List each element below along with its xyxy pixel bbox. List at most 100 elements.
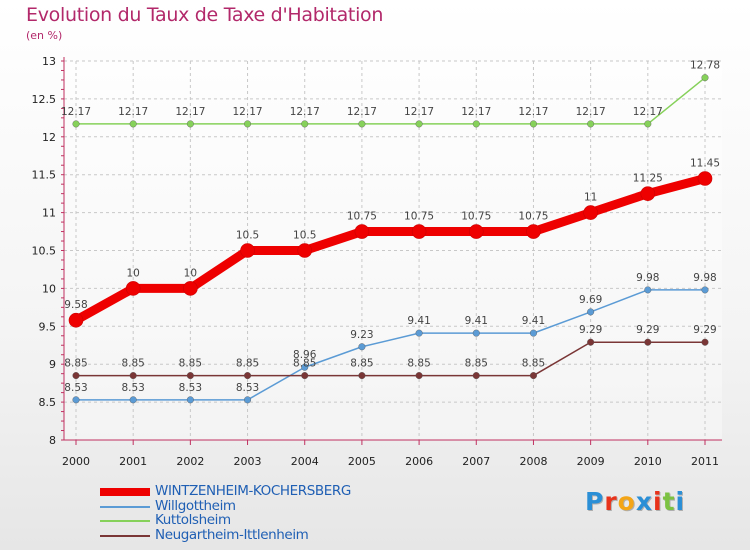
data-point xyxy=(526,224,541,239)
data-point xyxy=(583,205,598,220)
y-tick-label: 8 xyxy=(49,434,56,447)
legend-swatch xyxy=(100,520,150,523)
x-tick-label: 2011 xyxy=(691,455,719,468)
x-tick-label: 2000 xyxy=(62,455,90,468)
data-label: 10.5 xyxy=(236,230,259,242)
data-point xyxy=(587,338,595,346)
x-tick-label: 2010 xyxy=(634,455,662,468)
data-label: 8.96 xyxy=(293,349,317,361)
data-label: 9.98 xyxy=(636,272,659,284)
data-point xyxy=(301,363,309,371)
legend-label: Kuttolsheim xyxy=(155,512,231,528)
x-tick-label: 2003 xyxy=(234,455,262,468)
data-label: 8.53 xyxy=(236,382,259,394)
data-point xyxy=(472,372,480,380)
data-point xyxy=(358,343,366,351)
legend-swatch xyxy=(100,534,150,537)
data-label: 8.85 xyxy=(522,358,545,370)
y-tick-label: 12.5 xyxy=(32,93,57,106)
x-tick-label: 2006 xyxy=(405,455,433,468)
data-label: 8.53 xyxy=(64,382,87,394)
proxiti-logo: Proxiti xyxy=(585,487,685,516)
data-label: 9.41 xyxy=(407,315,430,327)
x-tick-label: 2002 xyxy=(176,455,204,468)
data-point xyxy=(72,372,80,380)
y-tick-label: 10.5 xyxy=(32,245,57,258)
logo-letter: r xyxy=(604,487,618,516)
y-tick-label: 12 xyxy=(42,131,56,144)
data-point xyxy=(701,338,709,346)
logo-letter: i xyxy=(653,487,663,516)
data-label: 10.75 xyxy=(404,211,434,223)
data-label: 12.17 xyxy=(576,106,606,118)
data-label: 9.29 xyxy=(579,324,602,336)
data-label: 11 xyxy=(584,192,597,204)
data-point xyxy=(472,329,480,337)
data-label: 9.41 xyxy=(465,315,488,327)
data-point xyxy=(701,74,709,82)
y-tick-label: 9 xyxy=(49,358,56,371)
data-label: 8.85 xyxy=(465,358,488,370)
data-point xyxy=(240,243,255,258)
data-label: 12.17 xyxy=(518,106,548,118)
data-point xyxy=(697,171,713,186)
legend-label: Willgottheim xyxy=(155,497,236,514)
x-tick-label: 2009 xyxy=(577,455,605,468)
data-label: 9.58 xyxy=(64,299,87,311)
data-point xyxy=(358,372,366,380)
logo-letter: o xyxy=(617,487,636,516)
data-label: 12.17 xyxy=(233,106,263,118)
data-label: 12.17 xyxy=(633,106,663,118)
legend-swatch xyxy=(100,505,150,508)
series-line-wintzenheim-kochersberg xyxy=(71,173,710,325)
data-point xyxy=(186,120,194,128)
data-point xyxy=(468,224,484,239)
legend-label: Neugartheim-Ittlenheim xyxy=(155,526,309,543)
data-label: 8.53 xyxy=(121,382,144,394)
data-label: 10.75 xyxy=(518,211,548,223)
series-line-kuttolsheim xyxy=(75,76,706,125)
data-point xyxy=(415,120,423,128)
y-tick-label: 9.5 xyxy=(39,320,57,333)
data-point xyxy=(644,120,652,128)
data-point xyxy=(472,120,480,128)
series-line-neugartheim-ittlenheim xyxy=(75,341,706,377)
x-tick-label: 2008 xyxy=(519,455,547,468)
data-point xyxy=(415,329,423,337)
grid-lines xyxy=(64,60,722,441)
x-tick-label: 2004 xyxy=(291,455,319,468)
logo-letter: i xyxy=(675,487,686,516)
x-tick-label: 2005 xyxy=(348,455,376,468)
data-point xyxy=(129,396,137,404)
data-point xyxy=(354,224,370,239)
data-label: 12.17 xyxy=(461,106,491,118)
data-point xyxy=(186,372,194,380)
data-point xyxy=(297,243,313,258)
data-label: 9.29 xyxy=(636,324,659,336)
data-label: 8.85 xyxy=(236,358,259,370)
data-label: 12.17 xyxy=(175,106,205,118)
data-label: 12.17 xyxy=(404,106,434,118)
logo-letter: P xyxy=(585,487,605,516)
legend-label: WINTZENHEIM-KOCHERSBERG xyxy=(155,483,351,499)
data-label: 8.53 xyxy=(179,382,202,394)
data-point xyxy=(301,372,309,380)
data-label: 10.5 xyxy=(293,230,316,242)
series-lines xyxy=(68,74,713,404)
data-label: 10.75 xyxy=(347,211,377,223)
data-label: 11.45 xyxy=(690,157,720,169)
data-label: 10 xyxy=(126,267,139,279)
data-label: 8.85 xyxy=(121,358,144,370)
data-label: 8.85 xyxy=(64,358,87,370)
data-point xyxy=(587,308,595,316)
data-point xyxy=(186,396,194,404)
data-label: 11.25 xyxy=(633,173,663,185)
axes: 8 8.5 9 9.5 10 10.5 11 11.5 12 12.5 13 2000 2001 2002… xyxy=(32,55,722,468)
data-point xyxy=(411,224,427,239)
data-label: 12.17 xyxy=(290,106,320,118)
y-tick-label: 11 xyxy=(42,207,56,220)
data-label: 9.69 xyxy=(579,294,602,306)
data-point xyxy=(644,286,652,294)
data-point xyxy=(529,329,537,337)
data-label: 9.23 xyxy=(350,329,373,341)
